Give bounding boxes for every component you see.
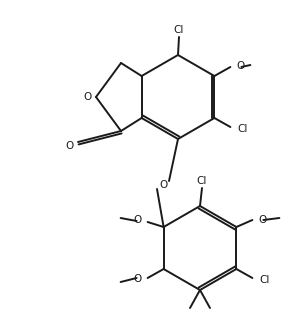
Text: O: O: [133, 274, 142, 284]
Text: O: O: [66, 141, 74, 151]
Text: O: O: [84, 92, 92, 102]
Text: Cl: Cl: [174, 25, 184, 35]
Text: Cl: Cl: [237, 124, 248, 134]
Text: O: O: [258, 215, 267, 225]
Text: O: O: [159, 180, 167, 190]
Text: Cl: Cl: [259, 275, 270, 285]
Text: Cl: Cl: [197, 176, 207, 186]
Text: O: O: [236, 61, 245, 71]
Text: O: O: [133, 215, 142, 225]
